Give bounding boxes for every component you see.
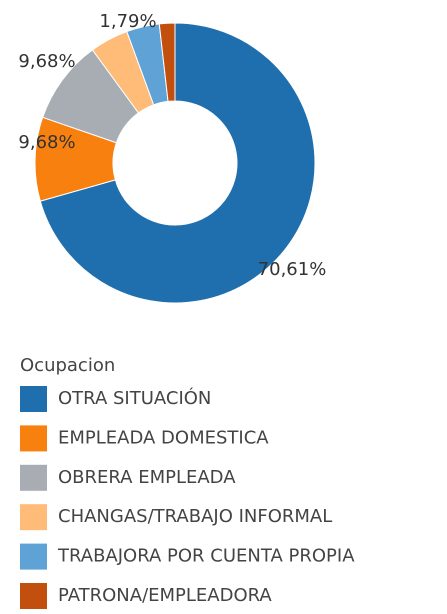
legend-label: OBRERA EMPLEADA (58, 467, 236, 488)
legend-swatch (20, 386, 47, 412)
legend-label: EMPLEADA DOMESTICA (58, 427, 269, 448)
slice-label: 9,68% (18, 51, 75, 72)
legend-label: OTRA SITUACIÓN (58, 387, 211, 409)
donut-slice (39, 22, 316, 304)
legend-label: TRABAJORA POR CUENTA PROPIA (57, 546, 355, 567)
legend-swatch (20, 543, 47, 570)
slice-label: 9,68% (18, 132, 75, 153)
slice-label: 70,61% (258, 259, 327, 280)
legend-label: CHANGAS/TRABAJO INFORMAL (58, 506, 332, 527)
legend-label: PATRONA/EMPLEADORA (58, 585, 272, 606)
legend-swatch (20, 464, 47, 491)
legend-swatch (20, 425, 47, 452)
slice-label: 1,79% (99, 11, 156, 32)
legend-swatch (20, 504, 47, 531)
legend-swatch (20, 583, 47, 609)
legend-title: Ocupacion (20, 355, 115, 376)
donut-slice (158, 22, 176, 102)
